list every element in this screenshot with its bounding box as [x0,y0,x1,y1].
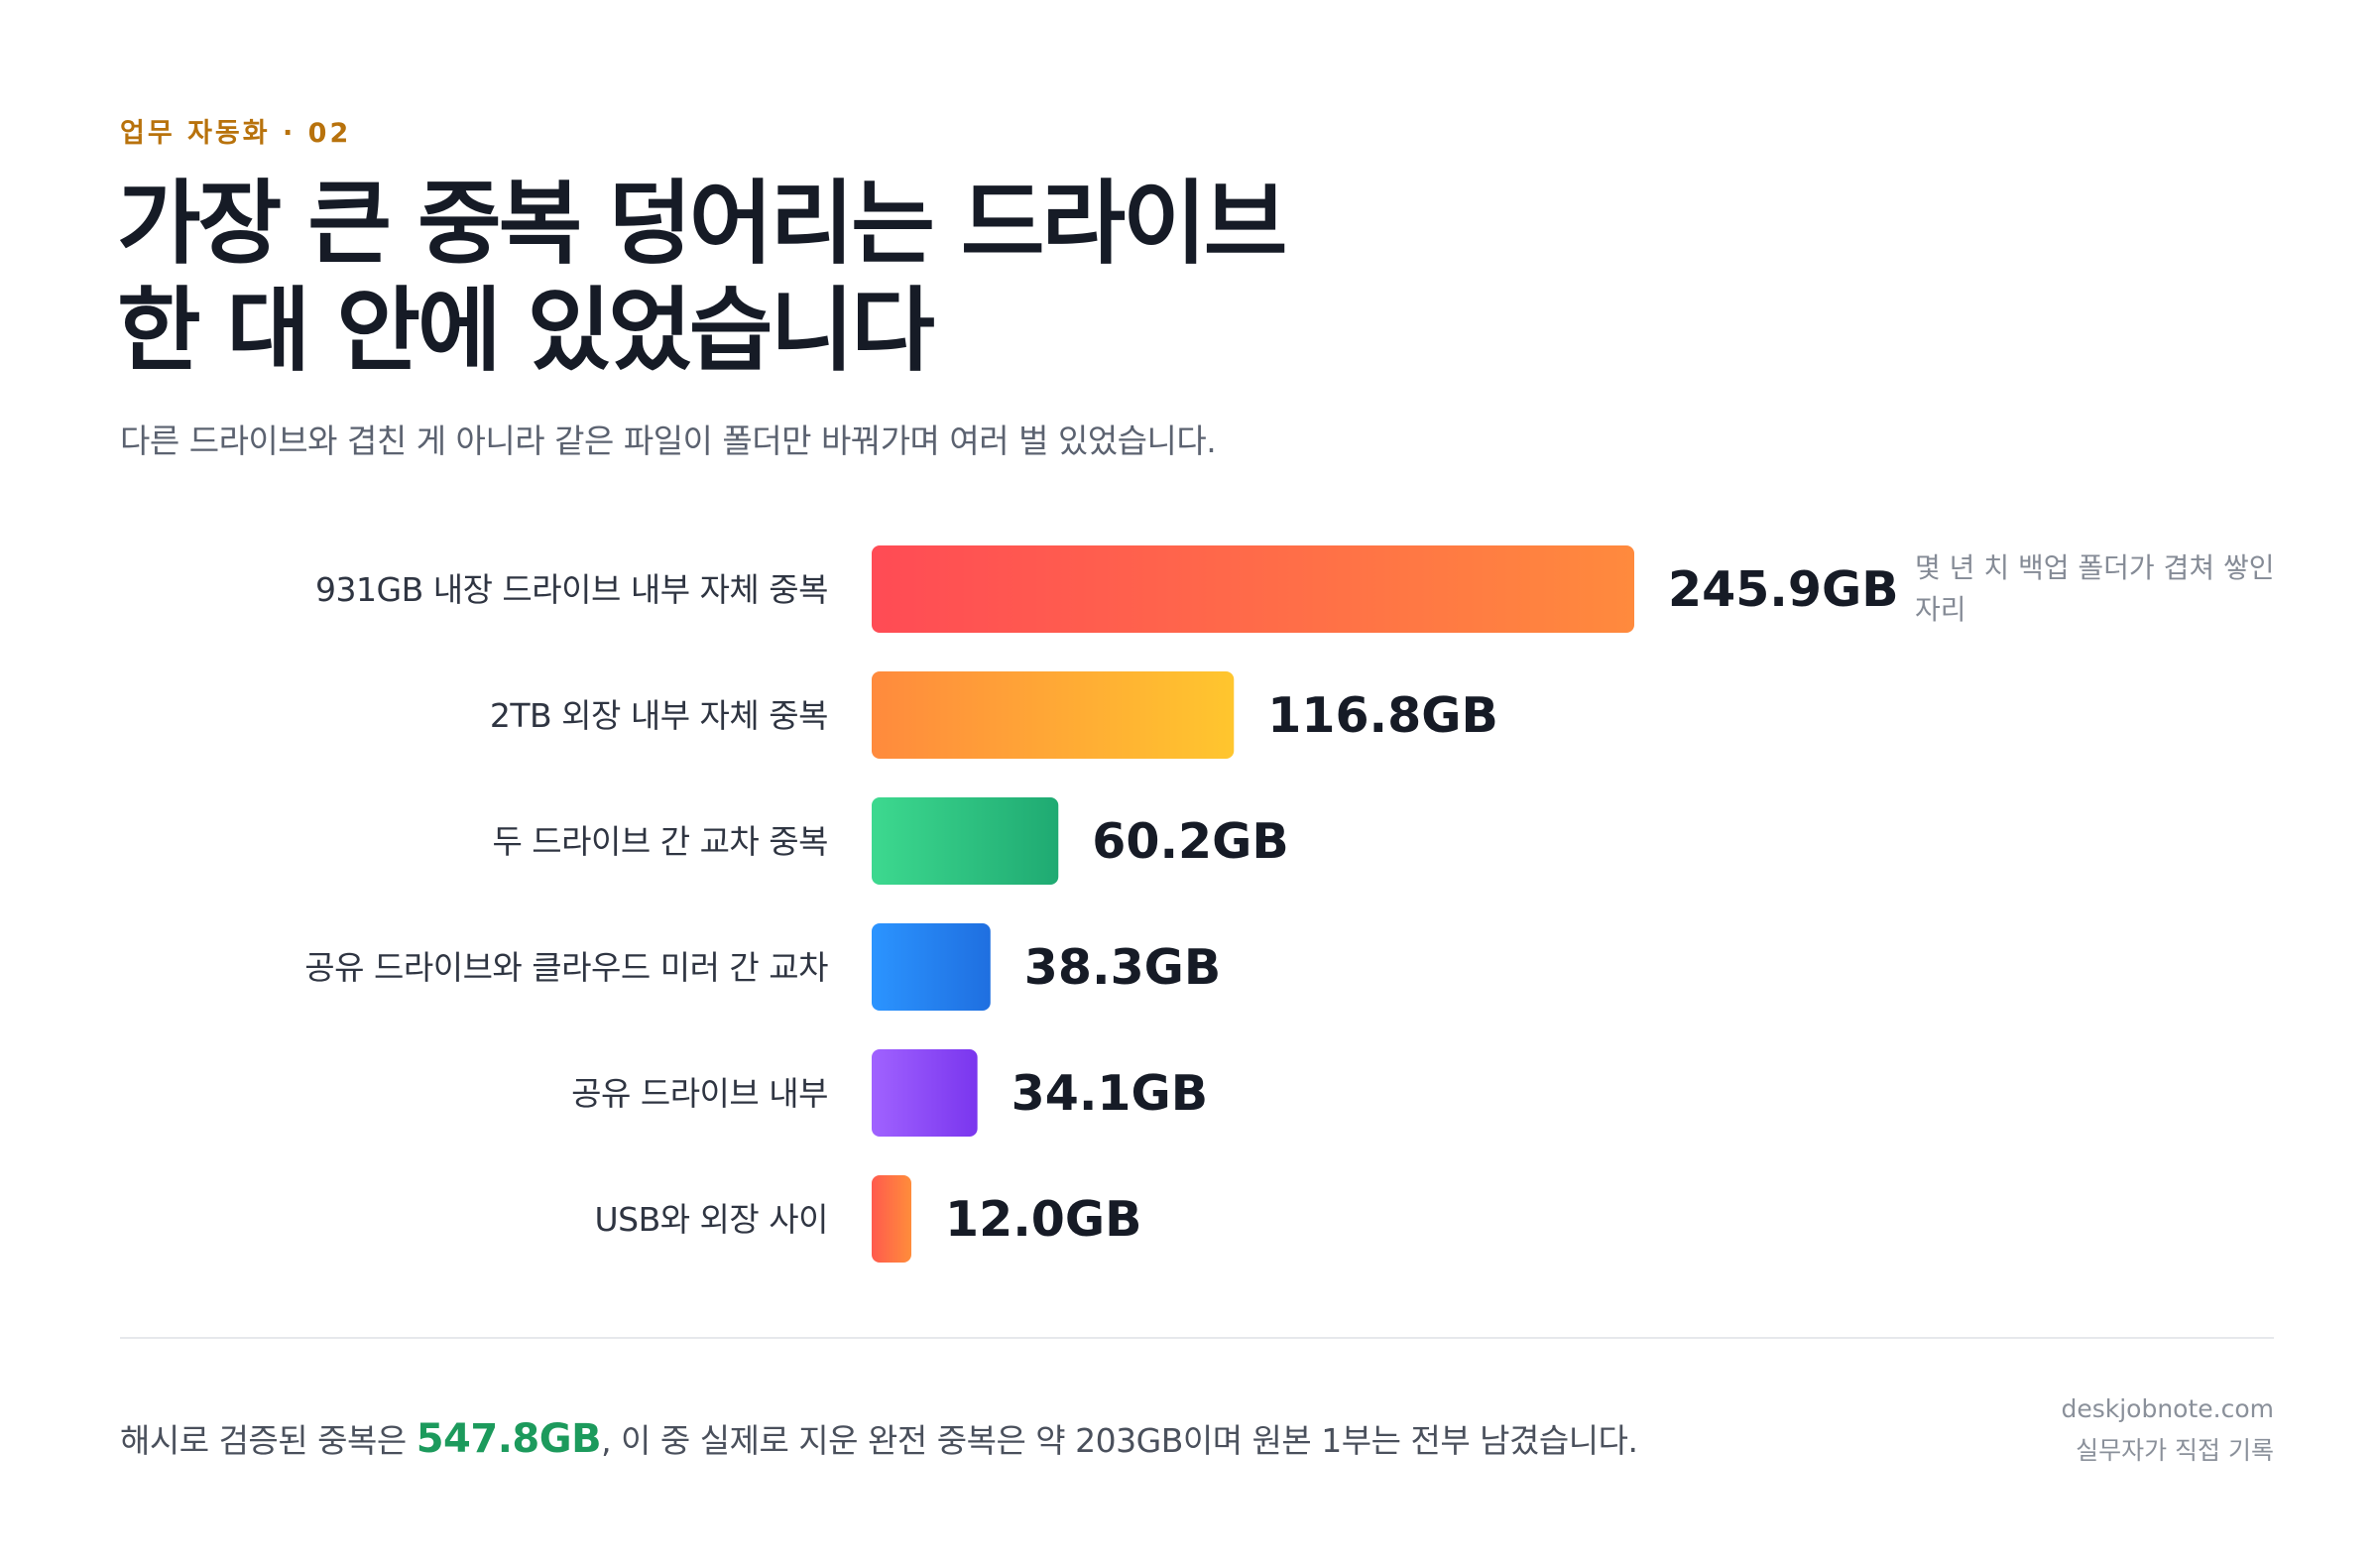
title-line-1: 가장 큰 중복 덩어리는 드라이브 [117,171,1287,277]
value-label: 38.3GB [1024,939,1221,996]
category-label: 두 드라이브 간 교차 중복 [492,822,828,861]
value-label: 245.9GB [1668,561,1899,618]
subtitle: 다른 드라이브와 겹친 게 아니라 같은 파일이 폴더만 바꿔가며 여러 벌 있… [120,422,1217,460]
page-title: 가장 큰 중복 덩어리는 드라이브 한 대 안에 있었습니다 [117,171,1287,385]
summary-suffix: , 이 중 실제로 지운 완전 중복은 약 203GB이며 원본 1부는 전부 … [601,1421,1638,1460]
category-label: 931GB 내장 드라이브 내부 자체 중복 [315,570,828,609]
divider [120,1337,2274,1339]
category-label: USB와 외장 사이 [594,1200,828,1239]
summary-prefix: 해시로 검증된 중복은 [120,1421,416,1460]
bar [872,671,1235,759]
annotation-label: 몇 년 치 백업 폴더가 겹쳐 쌓인 [1915,551,2275,584]
summary-text: 해시로 검증된 중복은 547.8GB, 이 중 실제로 지운 완전 중복은 약… [120,1414,1638,1462]
category-label: 공유 드라이브 내부 [571,1074,828,1113]
title-line-2: 한 대 안에 있었습니다 [117,278,935,384]
category-label: 공유 드라이브와 클라우드 미러 간 교차 [304,948,828,987]
source-block: deskjobnote.com 실무자가 직접 기록 [2061,1392,2274,1468]
value-label: 34.1GB [1012,1065,1208,1122]
value-label: 60.2GB [1092,813,1288,870]
bar [872,1175,911,1263]
summary-highlight: 547.8GB [416,1416,602,1462]
value-label: 12.0GB [945,1191,1141,1248]
value-label: 116.8GB [1267,687,1498,744]
source-byline: 실무자가 직접 기록 [2076,1436,2274,1465]
bar [872,797,1059,885]
bar [872,1049,978,1137]
annotation-label: 자리 [1915,593,1966,626]
category-label: 2TB 외장 내부 자체 중복 [490,696,828,735]
eyebrow-label: 업무 자동화 · 02 [120,118,352,149]
source-site: deskjobnote.com [2061,1394,2274,1423]
bar [872,545,1634,633]
bar-chart: 931GB 내장 드라이브 내부 자체 중복 245.9GB 2TB 외장 내부 자… [304,545,2275,1263]
bar [872,923,991,1011]
